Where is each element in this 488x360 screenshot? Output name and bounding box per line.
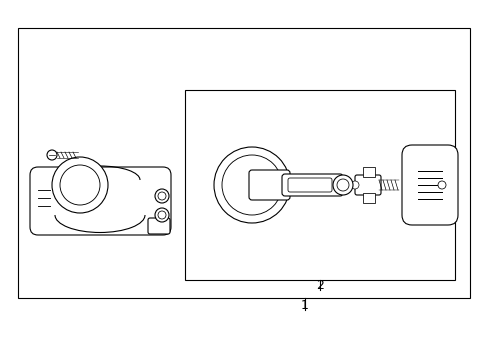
Circle shape <box>52 157 108 213</box>
Circle shape <box>214 147 289 223</box>
Text: 3: 3 <box>425 165 433 178</box>
Circle shape <box>437 181 445 189</box>
FancyBboxPatch shape <box>287 178 331 192</box>
Circle shape <box>155 208 169 222</box>
Circle shape <box>158 192 165 200</box>
FancyBboxPatch shape <box>401 145 457 225</box>
Text: 1: 1 <box>301 299 308 312</box>
FancyBboxPatch shape <box>282 174 342 196</box>
Bar <box>18 28 469 298</box>
Circle shape <box>222 155 282 215</box>
Circle shape <box>155 189 169 203</box>
Circle shape <box>336 179 348 191</box>
Circle shape <box>350 181 358 189</box>
Circle shape <box>60 165 100 205</box>
FancyBboxPatch shape <box>30 167 171 235</box>
Polygon shape <box>362 167 374 177</box>
Circle shape <box>158 211 165 219</box>
Polygon shape <box>35 195 164 225</box>
FancyBboxPatch shape <box>248 170 289 200</box>
Bar <box>184 90 454 280</box>
FancyBboxPatch shape <box>148 218 170 234</box>
FancyBboxPatch shape <box>354 175 380 195</box>
Circle shape <box>332 175 352 195</box>
Polygon shape <box>362 193 374 203</box>
Text: 2: 2 <box>315 279 323 292</box>
Circle shape <box>47 150 57 160</box>
